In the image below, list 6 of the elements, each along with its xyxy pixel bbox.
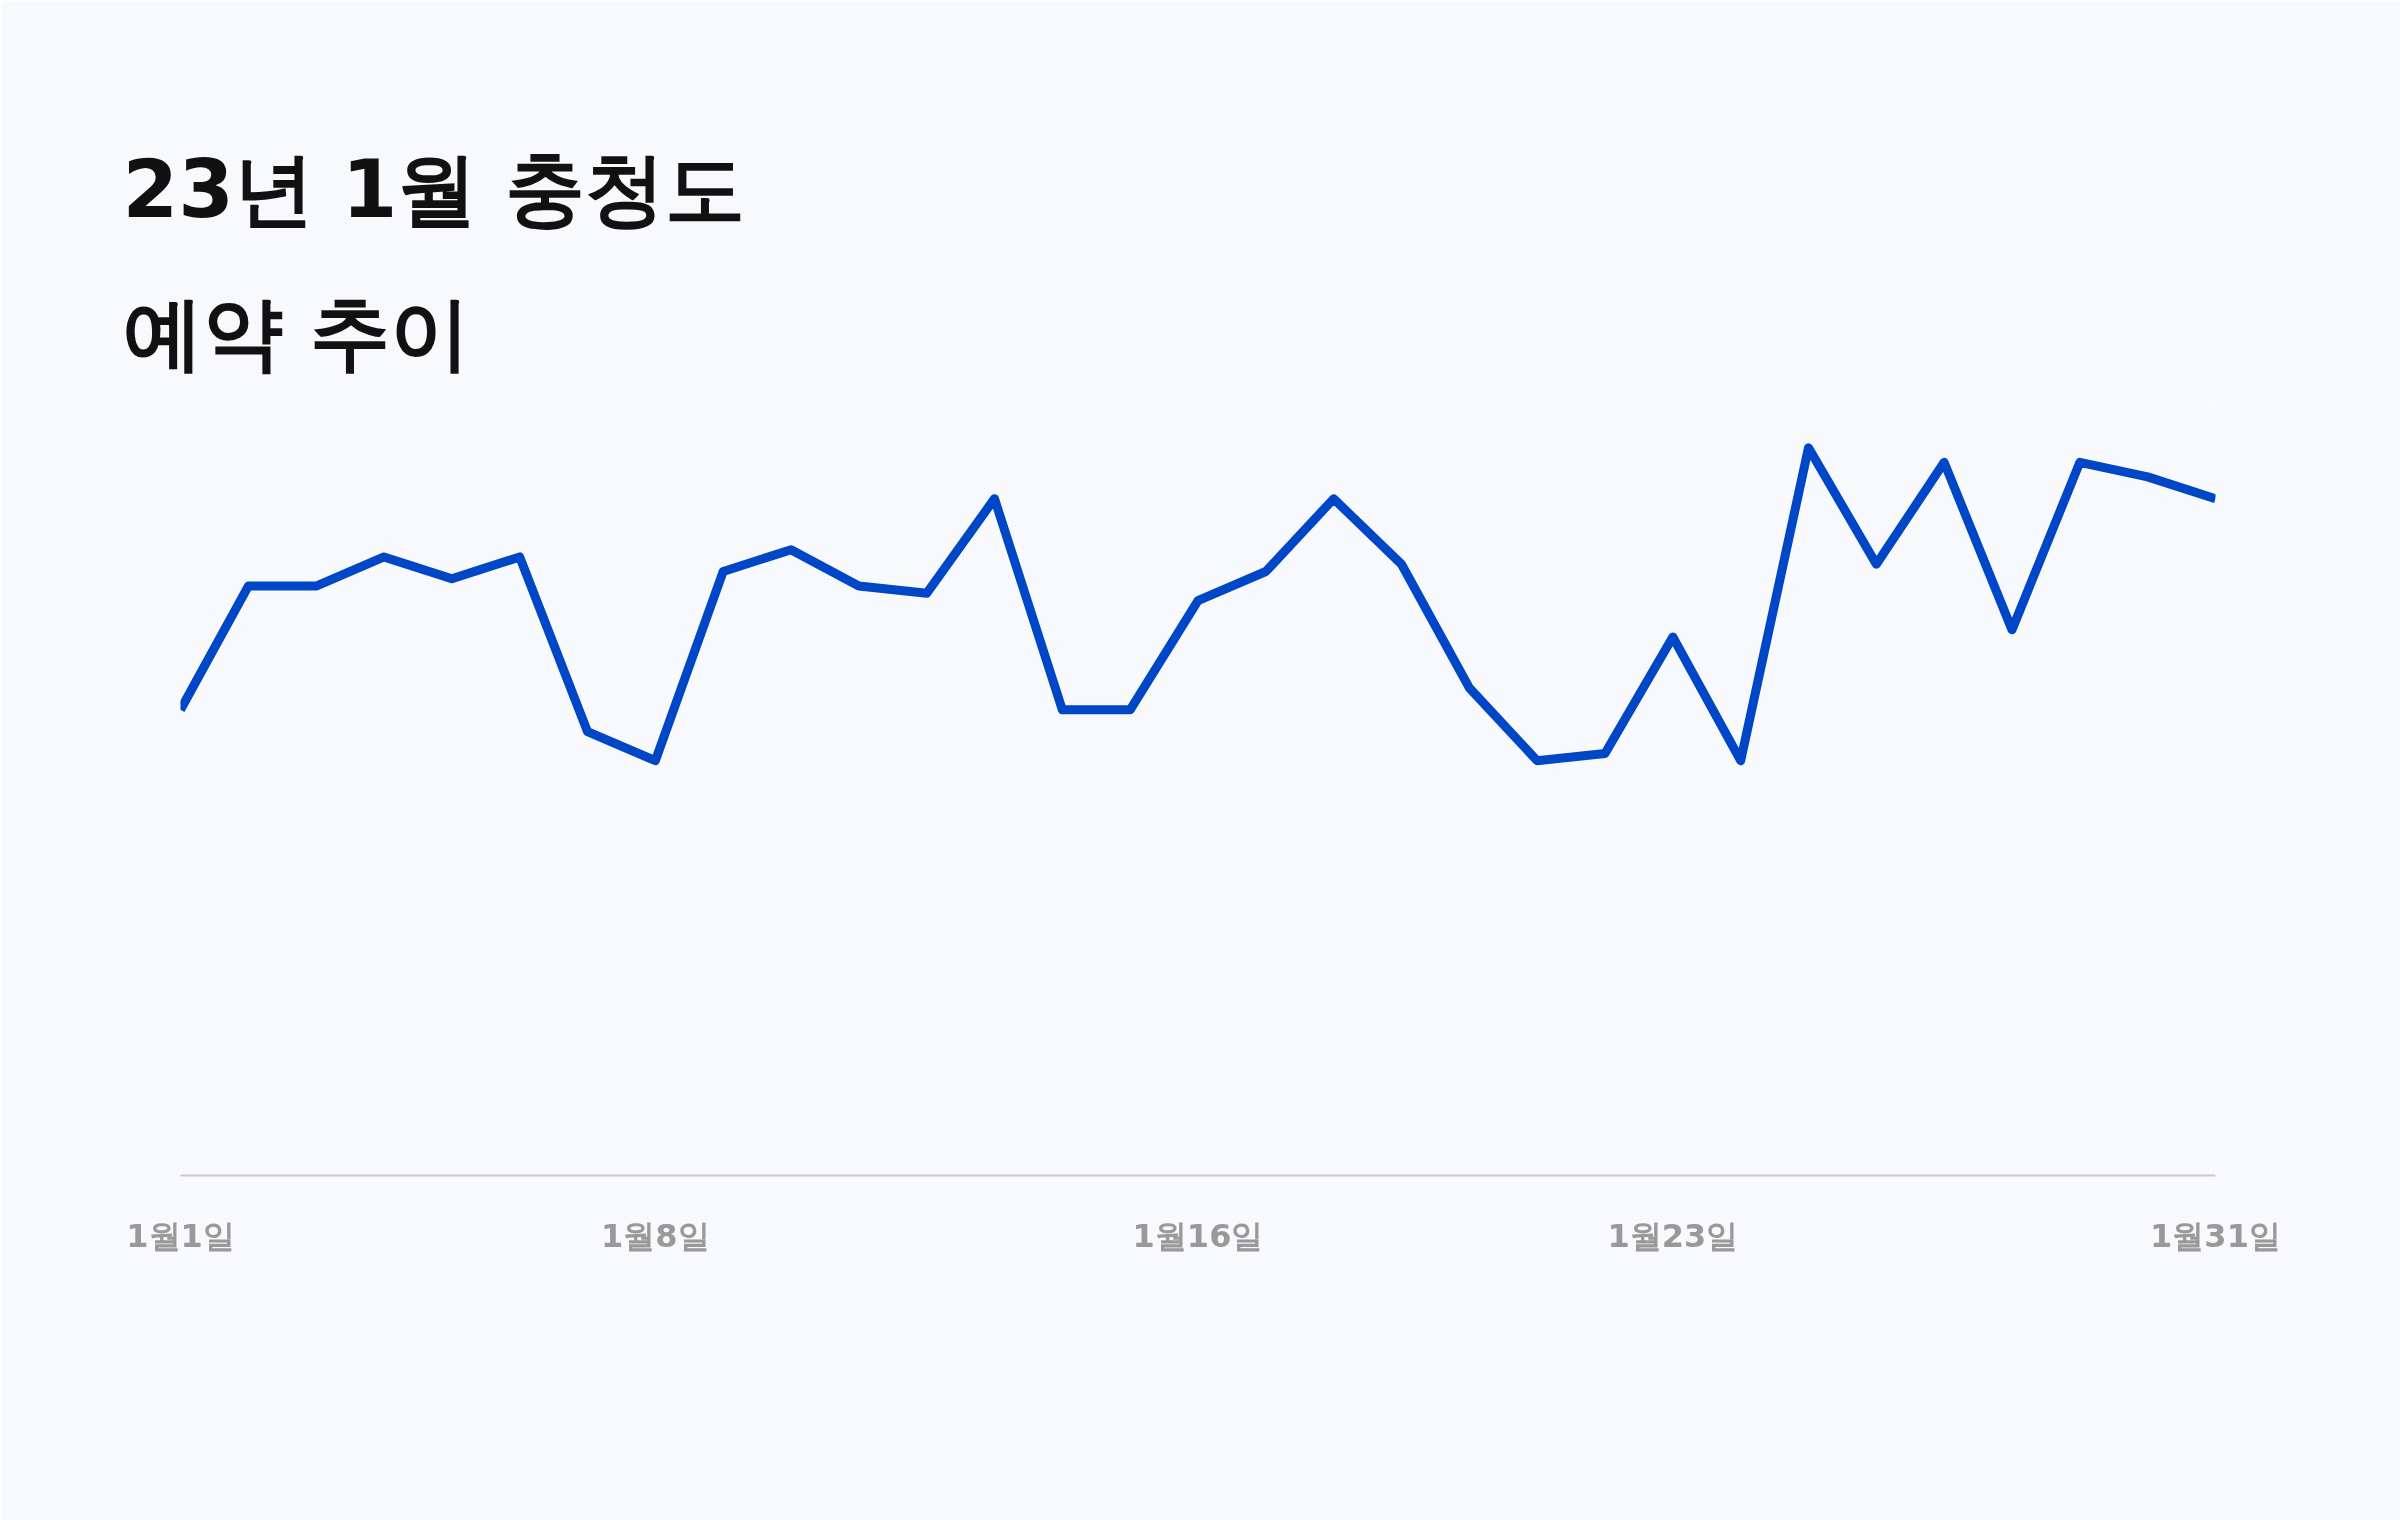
x-tick-label: 1월23일 bbox=[1607, 1216, 1739, 1255]
x-tick-label: 1월16일 bbox=[1132, 1216, 1264, 1255]
chart-title: 23년 1월 충청도 예약 추이 bbox=[122, 143, 746, 381]
x-tick-label: 1월31일 bbox=[2150, 1216, 2281, 1255]
x-tick-label: 1월1일 bbox=[126, 1216, 235, 1255]
x-tick-label: 1월8일 bbox=[601, 1216, 710, 1255]
